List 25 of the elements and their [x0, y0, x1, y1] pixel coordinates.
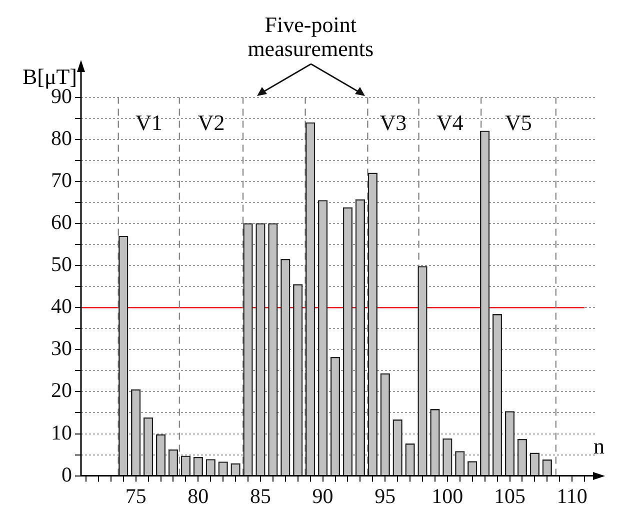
- y-tick-label: 70: [51, 168, 72, 192]
- annotation: V2: [198, 110, 225, 136]
- y-tick-label: 20: [51, 378, 72, 402]
- y-tick-label: 0: [62, 462, 72, 486]
- x-tick-label: 90: [312, 484, 334, 508]
- x-axis-title: n: [594, 434, 604, 459]
- x-tick-label: 105: [494, 484, 526, 508]
- y-axis-title: B[μT]: [22, 64, 77, 89]
- y-tick-label: 80: [51, 126, 72, 150]
- annotation: V5: [505, 110, 532, 136]
- annotation: V4: [436, 110, 464, 136]
- text: Five-point measurements: [248, 12, 374, 61]
- y-tick-label: 10: [51, 420, 72, 444]
- x-tick-label: 85: [250, 484, 271, 508]
- x-tick-label: 110: [556, 484, 588, 508]
- annotation: V1: [135, 110, 162, 136]
- x-tick-label: 95: [374, 484, 396, 508]
- x-tick-label: 75: [125, 484, 146, 508]
- y-tick-label: 60: [51, 210, 72, 234]
- y-tick-label: 40: [51, 294, 72, 318]
- y-tick-label: 30: [51, 336, 72, 360]
- x-tick-label: 80: [188, 484, 209, 508]
- annotation: V3: [380, 110, 407, 136]
- y-tick-label: 50: [51, 252, 72, 276]
- x-tick-label: 100: [432, 484, 464, 508]
